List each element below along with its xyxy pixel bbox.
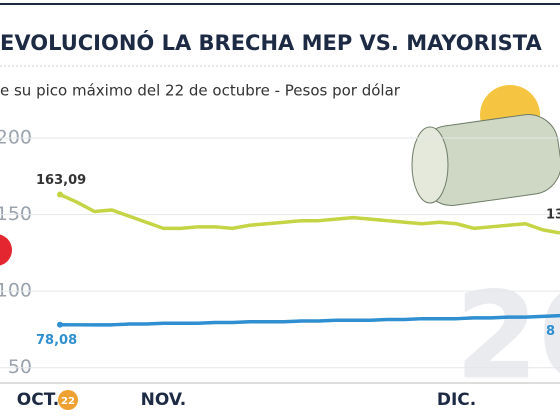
watermark: 202 [455,268,560,407]
chart-title: EVOLUCIONÓ LA BRECHA MEP VS. MAYORISTA [0,30,542,55]
end-annotation: 13 [546,207,560,222]
start-point [57,191,63,198]
chart-subtitle: e su pico máximo del 22 de octubre - Pes… [0,82,401,100]
x-tick-label: DIC. [437,390,476,410]
end-annotation: 8 [546,324,555,339]
x-badge-label: 22 [61,396,75,407]
series-line [59,313,560,327]
money-illustration [411,85,560,206]
start-point [57,321,63,328]
x-badge [58,390,78,410]
series-line [59,192,560,235]
value-label: 78,08 [36,333,77,348]
x-tick-label: NOV. [141,390,187,410]
x-tick-label: OCT. [17,390,59,410]
value-label: 163,09 [36,173,86,188]
decoration-dot [0,234,12,266]
